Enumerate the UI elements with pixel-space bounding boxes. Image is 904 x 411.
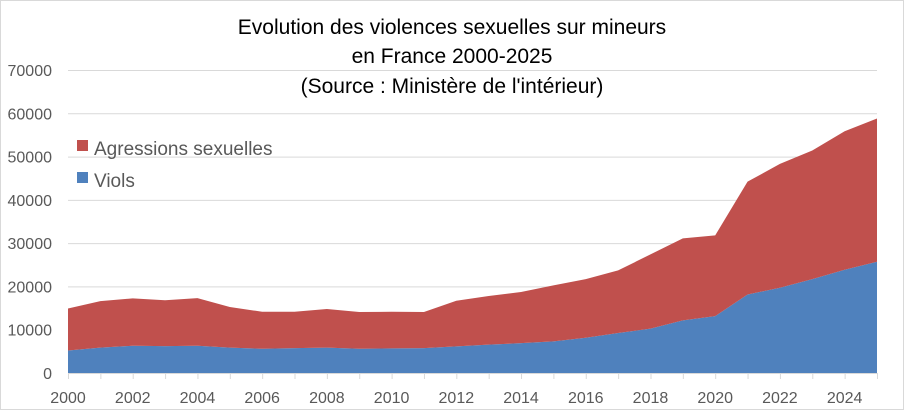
- y-tick-label: 40000: [8, 193, 53, 210]
- x-tick-label: 2024: [827, 390, 863, 407]
- y-tick-label: 10000: [8, 323, 53, 340]
- y-tick-label: 30000: [8, 236, 53, 253]
- legend-swatch-agressions: [77, 140, 88, 151]
- x-tick-label: 2016: [568, 390, 604, 407]
- area-viols: [68, 261, 877, 373]
- x-tick-label: 2014: [503, 390, 539, 407]
- x-tick-label: 2008: [309, 390, 345, 407]
- x-tick-label: 2022: [762, 390, 798, 407]
- legend-swatch-viols: [77, 172, 88, 183]
- y-axis-labels: 0 10000 20000 30000 40000 50000 60000 70000: [8, 63, 53, 383]
- x-tick-label: 2018: [633, 390, 669, 407]
- x-tick-label: 2002: [115, 390, 151, 407]
- y-tick-label: 60000: [8, 106, 53, 123]
- x-tick-label: 2010: [374, 390, 410, 407]
- gridlines: [68, 70, 877, 331]
- x-tick-label: 2006: [244, 390, 280, 407]
- x-tick-label: 2020: [697, 390, 733, 407]
- legend: Agressions sexuelles Viols: [77, 139, 272, 192]
- title-line-1: Evolution des violences sexuelles sur mi…: [238, 16, 666, 39]
- x-axis: [68, 373, 878, 379]
- title-line-2: en France 2000-2025: [352, 45, 553, 68]
- x-axis-labels: 2000 2002 2004 2006 2008 2010 2012 2014 2016 2018…: [50, 390, 862, 407]
- legend-label-agressions: Agressions sexuelles: [94, 139, 272, 160]
- y-tick-label: 70000: [8, 63, 53, 80]
- y-tick-label: 0: [43, 366, 52, 383]
- x-tick-label: 2000: [50, 390, 86, 407]
- area-series: [68, 118, 877, 373]
- y-tick-label: 50000: [8, 150, 53, 167]
- x-tick-label: 2012: [439, 390, 475, 407]
- y-tick-label: 20000: [8, 279, 53, 296]
- legend-label-viols: Viols: [94, 171, 135, 192]
- chart-title: Evolution des violences sexuelles sur mi…: [238, 16, 666, 98]
- title-line-3: (Source : Ministère de l'intérieur): [301, 75, 604, 98]
- x-tick-label: 2004: [180, 390, 216, 407]
- area-agressions-sexuelles: [68, 118, 877, 351]
